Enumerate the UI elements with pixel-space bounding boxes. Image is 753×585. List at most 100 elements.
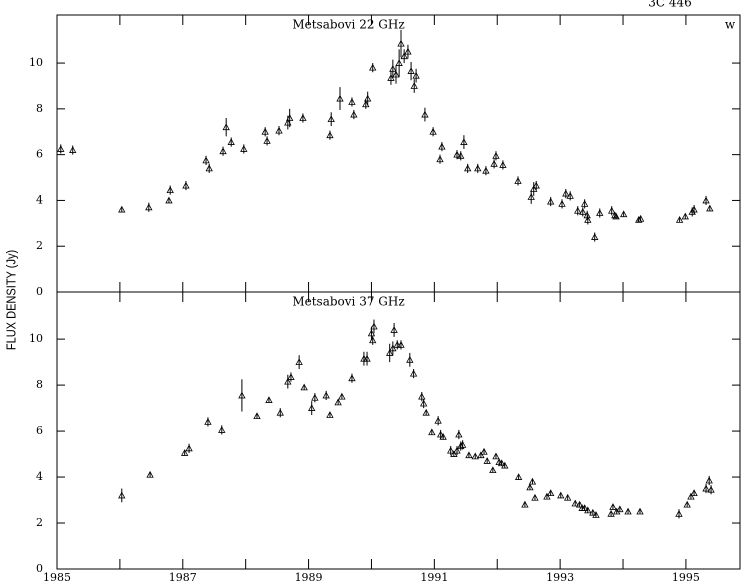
data-point [118,205,126,213]
data-point [531,493,539,501]
data-point [530,185,538,192]
data-point [205,164,213,172]
data-point [57,145,65,152]
data-point [619,210,628,218]
data-point [532,181,540,189]
data-point [675,509,683,517]
data-point [338,392,346,400]
data-point [238,391,246,399]
data-point [253,412,261,420]
data-point [690,489,698,497]
data-point [369,336,377,344]
data-point [326,411,334,418]
data-point [613,507,621,515]
data-point [389,344,397,352]
data-point [580,504,589,511]
x-tick-label: 1993 [546,571,574,584]
x-tick-label: 1991 [420,571,448,584]
data-point [705,476,713,484]
y-tick-label: 10 [29,56,43,69]
data-point [369,63,377,71]
data-point [575,500,584,508]
data-point [514,177,522,184]
data-point [571,499,579,507]
x-tick-label: 1989 [295,571,323,584]
panel-title: Metsabovi 22 GHz [292,18,404,32]
data-point [702,196,710,204]
data-point [434,416,442,424]
y-tick-label: 0 [36,562,43,575]
data-point [336,94,344,102]
data-point [436,155,444,163]
data-point [407,67,415,74]
data-point [363,354,371,362]
data-point [409,369,418,377]
data-point [526,483,534,491]
data-point [287,373,295,380]
data-point [146,470,154,478]
y-tick-label: 2 [36,516,43,529]
data-point [547,197,555,205]
data-point [397,39,405,47]
x-tick-label: 1987 [169,571,197,584]
data-point [574,206,582,214]
data-point [562,189,570,197]
panel-annotation: w [725,18,736,32]
data-point [348,98,356,105]
data-point [458,441,467,448]
data-point [240,145,248,152]
data-point [334,398,342,406]
data-point [480,447,488,455]
data-point [547,489,555,497]
panel-title: Metsabovi 37 GHz [292,295,404,309]
data-point [395,59,403,66]
data-point [308,404,316,411]
data-point [612,212,620,220]
y-tick-label: 6 [36,148,43,161]
data-point [327,115,335,123]
data-point [367,329,376,337]
y-tick-label: 2 [36,239,43,252]
data-point [145,203,153,211]
y-tick-label: 8 [36,378,43,391]
y-tick-label: 4 [36,470,43,483]
data-point [204,418,212,425]
data-point [322,391,330,399]
data-point [348,374,356,382]
data-point [591,233,599,240]
data-point [422,408,430,416]
y-tick-label: 4 [36,193,43,206]
data-point [263,137,271,144]
data-point [261,127,269,135]
data-point [219,147,227,155]
data-point [477,451,485,459]
data-point [218,426,226,433]
data-point [202,156,210,164]
data-point [284,377,292,385]
data-point [397,341,405,348]
data-point [364,94,372,102]
y-tick-label: 6 [36,424,43,437]
data-point [616,505,624,513]
data-point [474,164,482,172]
data-point [118,491,126,499]
data-point [412,71,420,79]
data-point [286,114,294,121]
data-point [636,214,645,222]
source-label: 3C 446 [648,0,692,10]
data-point [579,208,587,215]
data-point [492,151,500,159]
data-point [447,446,455,454]
data-point [326,131,334,139]
data-point [566,192,574,199]
data-point [681,212,689,220]
y-tick-label: 10 [29,332,43,345]
data-point [392,70,400,78]
data-point [222,123,230,131]
plot-frame [56,291,741,570]
data-point [390,326,398,333]
y-tick-label: 8 [36,102,43,115]
data-point [438,142,446,150]
data-point [265,396,273,403]
